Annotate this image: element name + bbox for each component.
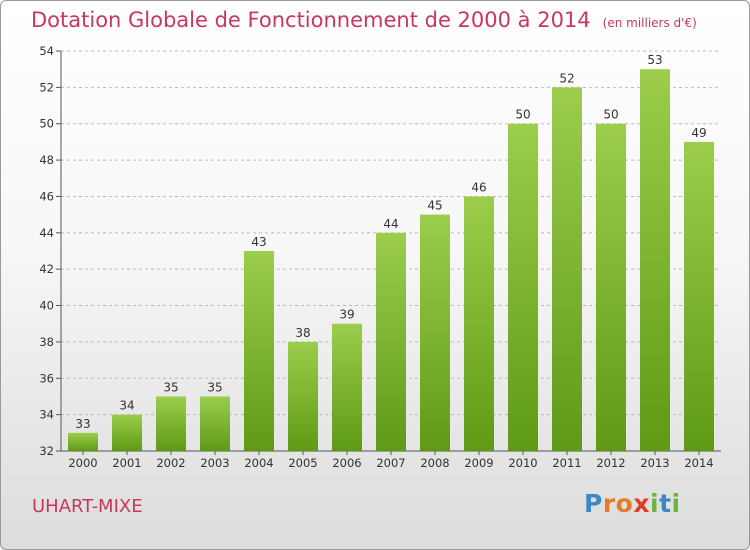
x-tick-label: 2008	[420, 456, 449, 470]
data-label: 49	[691, 126, 706, 140]
bar	[244, 251, 274, 451]
y-tick-label: 38	[39, 335, 54, 349]
logo-letter: r	[602, 489, 616, 518]
logo-letter: P	[584, 489, 603, 518]
x-tick-label: 2005	[288, 456, 317, 470]
y-tick-label: 32	[39, 444, 54, 458]
y-tick-label: 54	[39, 44, 54, 58]
y-tick-label: 50	[39, 117, 54, 131]
data-label: 50	[515, 108, 530, 122]
logo-letter: i	[650, 489, 660, 518]
bar	[552, 87, 582, 451]
bar	[332, 323, 362, 451]
commune-name: UHART-MIXE	[32, 496, 143, 517]
x-tick-label: 2010	[508, 456, 537, 470]
x-tick-label: 2000	[68, 456, 97, 470]
x-tick-label: 2004	[244, 456, 273, 470]
bar	[640, 69, 670, 451]
data-label: 34	[119, 399, 134, 413]
bar	[420, 214, 450, 451]
data-label: 53	[647, 53, 662, 67]
bar	[684, 141, 714, 451]
x-tick-label: 2007	[376, 456, 405, 470]
data-label: 50	[603, 108, 618, 122]
data-label: 52	[559, 71, 574, 85]
data-label: 35	[163, 380, 178, 394]
bar	[464, 196, 494, 451]
bar	[112, 414, 142, 451]
y-tick-label: 52	[39, 80, 54, 94]
bar	[596, 123, 626, 452]
x-tick-label: 2002	[156, 456, 185, 470]
bar	[376, 232, 406, 451]
x-tick-label: 2013	[640, 456, 669, 470]
logo-letter: o	[615, 489, 634, 518]
proxiti-logo[interactable]: Proxiti	[584, 489, 681, 518]
data-label: 33	[75, 417, 90, 431]
y-tick-label: 36	[39, 371, 54, 385]
data-label: 46	[471, 180, 486, 194]
chart-title: Dotation Globale de Fonctionnement de 20…	[31, 8, 697, 32]
logo-letter: x	[633, 489, 650, 518]
x-tick-label: 2006	[332, 456, 361, 470]
data-label: 43	[251, 235, 266, 249]
y-tick-label: 40	[39, 299, 54, 313]
bar	[68, 432, 98, 451]
y-tick-label: 42	[39, 262, 54, 276]
chart-title-text: Dotation Globale de Fonctionnement de 20…	[31, 8, 591, 32]
x-tick-label: 2003	[200, 456, 229, 470]
bars	[68, 69, 714, 452]
x-tick-label: 2001	[112, 456, 141, 470]
y-tick-label: 48	[39, 153, 54, 167]
data-label: 38	[295, 326, 310, 340]
bar	[156, 396, 186, 451]
x-tick-label: 2011	[552, 456, 581, 470]
data-label: 39	[339, 308, 354, 322]
y-tick-label: 46	[39, 189, 54, 203]
logo-letter: i	[671, 489, 681, 518]
bar	[508, 123, 538, 452]
data-label: 35	[207, 380, 222, 394]
x-tick-label: 2014	[684, 456, 713, 470]
y-tick-label: 44	[39, 226, 54, 240]
data-label: 44	[383, 217, 398, 231]
chart-unit: (en milliers d'€)	[602, 16, 697, 30]
bar	[200, 396, 230, 451]
labels: 32 34 36 38 40 42 44 46 48 50 52 54 33 2000 34 2001 35 20…	[39, 44, 713, 470]
logo-letter: t	[659, 489, 672, 518]
x-tick-label: 2009	[464, 456, 493, 470]
bar	[288, 341, 318, 451]
y-tick-label: 34	[39, 408, 54, 422]
data-label: 45	[427, 199, 442, 213]
x-tick-label: 2012	[596, 456, 625, 470]
